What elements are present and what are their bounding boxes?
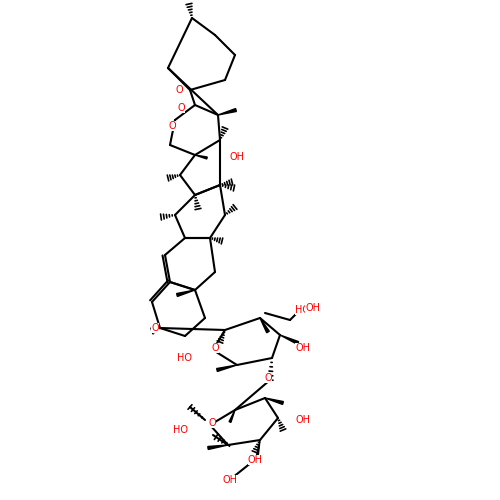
Text: HO: HO: [295, 305, 310, 315]
Polygon shape: [256, 440, 260, 458]
Text: O: O: [151, 323, 159, 333]
Polygon shape: [208, 445, 228, 450]
Text: OH: OH: [230, 152, 245, 162]
Text: O: O: [208, 418, 216, 428]
Polygon shape: [265, 398, 283, 404]
Text: OH: OH: [248, 455, 262, 465]
Text: OH: OH: [305, 303, 320, 313]
Text: O: O: [177, 103, 185, 113]
Text: O: O: [168, 121, 176, 131]
Polygon shape: [218, 108, 236, 115]
Polygon shape: [176, 290, 195, 296]
Text: OH: OH: [222, 475, 238, 485]
Text: O: O: [264, 373, 272, 383]
Polygon shape: [280, 335, 298, 344]
Text: HO: HO: [173, 425, 188, 435]
Polygon shape: [229, 410, 235, 422]
Text: HO: HO: [177, 353, 192, 363]
Text: O: O: [211, 343, 219, 353]
Text: OH: OH: [295, 343, 310, 353]
Polygon shape: [195, 155, 207, 159]
Polygon shape: [260, 318, 270, 332]
Polygon shape: [216, 365, 237, 372]
Text: OH: OH: [295, 415, 310, 425]
Text: O: O: [175, 85, 183, 95]
